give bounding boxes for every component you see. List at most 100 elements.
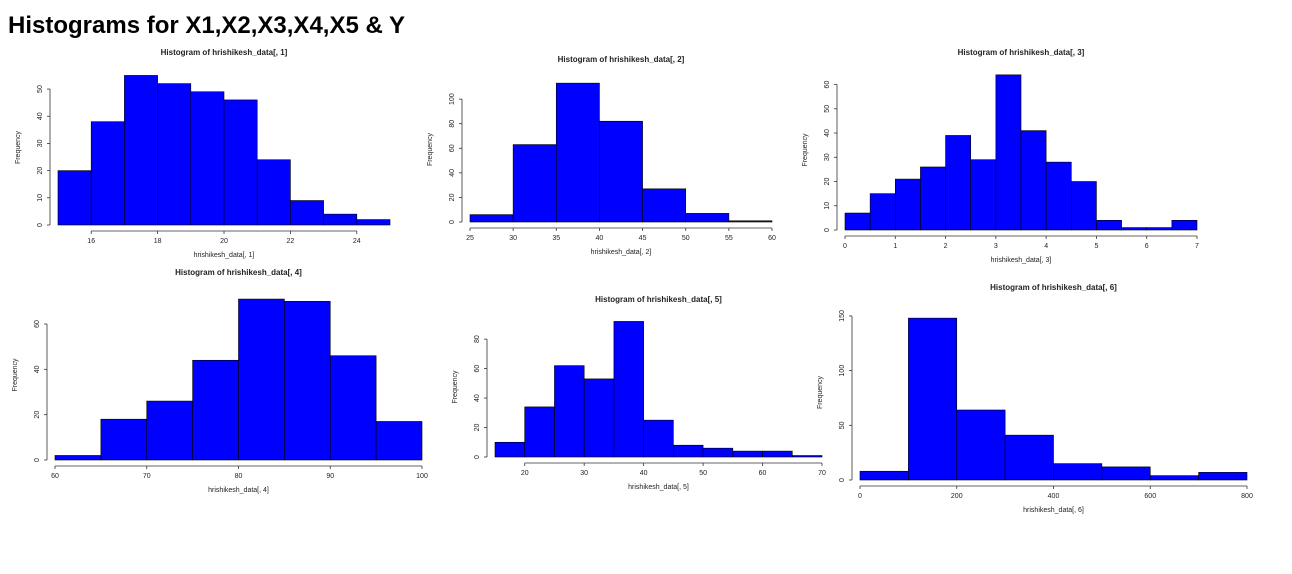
y-tick-label: 60 (474, 365, 481, 373)
bar (124, 75, 158, 226)
x-tick-label: 80 (235, 473, 243, 480)
bar (859, 470, 909, 481)
bar (869, 193, 896, 231)
y-tick-label: 10 (824, 202, 831, 210)
y-tick-label: 50 (824, 105, 831, 113)
bar (1198, 472, 1248, 481)
x-tick-label: 24 (353, 238, 361, 245)
bar (54, 455, 102, 461)
bar (512, 144, 557, 223)
y-tick-label: 30 (824, 153, 831, 161)
x-tick-label: 70 (143, 473, 151, 480)
x-tick-label: 90 (326, 473, 334, 480)
bar (1053, 463, 1103, 481)
bar (256, 159, 291, 226)
x-tick-label: 50 (699, 470, 707, 477)
x-tick-label: 400 (1048, 493, 1060, 500)
x-tick-label: 40 (640, 470, 648, 477)
y-tick-label: 40 (449, 169, 456, 177)
y-axis-label: Frequency (802, 133, 809, 167)
x-tick-label: 3 (994, 243, 998, 250)
x-tick-label: 60 (51, 473, 59, 480)
x-tick-label: 50 (682, 235, 690, 242)
y-tick-label: 40 (37, 112, 44, 120)
x-tick-label: 5 (1094, 243, 1098, 250)
bar (1004, 434, 1054, 481)
bar (685, 213, 730, 223)
bar (494, 441, 526, 458)
y-tick-label: 0 (839, 478, 846, 482)
x-axis-label: hrishikesh_data[, 5] (628, 484, 689, 491)
y-tick-label: 100 (449, 93, 456, 105)
x-axis-label: hrishikesh_data[, 2] (591, 249, 652, 256)
bar (157, 83, 192, 226)
bar (146, 400, 193, 461)
y-tick-label: 60 (824, 81, 831, 89)
y-tick-label: 40 (34, 365, 41, 373)
x-tick-label: 35 (552, 235, 560, 242)
x-tick-label: 800 (1241, 493, 1253, 500)
bar (1146, 227, 1173, 231)
histogram-panel: Histogram of hrishikesh_data[, 4] 60 70 80 9… (12, 268, 428, 494)
bar (970, 159, 997, 231)
bar (791, 455, 823, 458)
page-title: Histograms for X1,X2,X3,X4,X5 & Y (8, 12, 405, 39)
chart-title: Histogram of hrishikesh_data[, 2] (558, 55, 685, 64)
y-tick-label: 0 (474, 455, 481, 459)
x-tick-label: 2 (944, 243, 948, 250)
bar (702, 447, 734, 458)
x-tick-label: 45 (639, 235, 647, 242)
bar (554, 365, 585, 458)
bar (57, 170, 92, 226)
x-tick-label: 25 (466, 235, 474, 242)
x-tick-label: 100 (416, 473, 428, 480)
bar (599, 120, 643, 223)
y-tick-label: 60 (34, 320, 41, 328)
bar (642, 188, 687, 223)
bar (190, 91, 225, 226)
x-tick-label: 1 (893, 243, 897, 250)
y-tick-label: 80 (449, 120, 456, 128)
y-tick-label: 0 (449, 220, 456, 224)
x-tick-label: 20 (521, 470, 529, 477)
y-tick-label: 0 (824, 228, 831, 232)
histogram-panel: Histogram of hrishikesh_data[, 3] 0 1 2 3 4 5 6… (802, 48, 1199, 264)
y-tick-label: 40 (474, 394, 481, 402)
bar (1020, 130, 1047, 231)
bar (329, 355, 377, 461)
y-tick-label: 30 (37, 139, 44, 147)
bar (90, 121, 125, 226)
bar (1149, 475, 1199, 481)
bar (613, 321, 644, 458)
bar (356, 219, 391, 226)
bar (956, 409, 1006, 481)
x-tick-label: 20 (220, 238, 228, 245)
histogram-panel: Histogram of hrishikesh_data[, 6] 0 200 400… (817, 283, 1253, 514)
y-tick-label: 0 (37, 223, 44, 227)
y-tick-label: 80 (474, 335, 481, 343)
bar (762, 450, 793, 458)
y-tick-label: 50 (839, 421, 846, 429)
chart-title: Histogram of hrishikesh_data[, 4] (175, 268, 302, 277)
bar (1096, 220, 1122, 231)
y-tick-label: 20 (449, 193, 456, 201)
x-tick-label: 200 (951, 493, 963, 500)
bar (673, 444, 704, 458)
bar (844, 212, 871, 231)
y-tick-label: 40 (824, 129, 831, 137)
bar (290, 200, 324, 226)
y-tick-label: 20 (34, 411, 41, 419)
y-tick-label: 100 (839, 365, 846, 377)
x-tick-label: 30 (509, 235, 517, 242)
x-tick-label: 30 (580, 470, 588, 477)
x-axis-label: hrishikesh_data[, 3] (991, 257, 1052, 264)
bar (728, 220, 773, 223)
bar (192, 359, 239, 461)
bar (583, 378, 615, 458)
x-tick-label: 70 (818, 470, 826, 477)
bar (284, 301, 331, 461)
bar (1101, 466, 1151, 481)
x-tick-label: 55 (725, 235, 733, 242)
y-axis-label: Frequency (817, 375, 824, 409)
